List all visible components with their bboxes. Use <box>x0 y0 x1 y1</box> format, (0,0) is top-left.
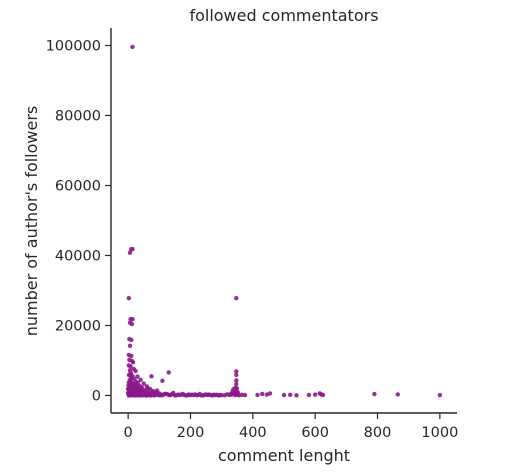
data-point <box>127 250 133 255</box>
x-axis-label: comment lenght <box>218 446 350 465</box>
data-point <box>395 392 400 397</box>
data-point <box>203 392 209 397</box>
data-point <box>313 392 318 397</box>
data-point <box>154 388 160 393</box>
x-tick-label: 1000 <box>421 425 458 441</box>
y-tick-label: 80000 <box>55 109 101 125</box>
data-point <box>138 377 143 382</box>
data-point <box>135 380 140 386</box>
data-point <box>130 44 135 50</box>
data-point <box>151 392 157 397</box>
data-point <box>126 373 132 378</box>
data-point <box>222 393 227 398</box>
data-point <box>130 317 135 322</box>
x-ticks: 0 200 400 600 800 1000 <box>124 413 458 441</box>
data-point <box>234 296 239 301</box>
data-point <box>189 392 195 397</box>
data-point <box>160 378 165 383</box>
data-point <box>294 393 299 398</box>
data-point <box>133 368 138 374</box>
y-tick-label: 40000 <box>55 249 101 265</box>
data-point <box>140 393 145 398</box>
chart-title: followed commentators <box>189 6 378 25</box>
data-point <box>126 296 131 301</box>
data-point <box>260 391 265 397</box>
data-point <box>320 392 326 398</box>
x-tick-label: 200 <box>177 425 205 441</box>
data-point <box>129 353 134 359</box>
data-point <box>133 387 138 392</box>
axes-layer <box>110 28 457 414</box>
y-tick-label: 60000 <box>55 179 101 195</box>
data-point <box>234 381 239 387</box>
y-tick-label: 20000 <box>55 319 101 335</box>
data-point <box>128 364 133 369</box>
data-point <box>127 377 132 383</box>
data-point <box>372 391 377 397</box>
data-point <box>149 374 154 379</box>
data-point <box>135 374 140 379</box>
data-point <box>281 392 287 398</box>
data-point <box>138 384 144 390</box>
data-point <box>145 386 150 391</box>
data-point <box>217 392 223 398</box>
data-point <box>306 392 312 398</box>
data-point <box>255 392 260 398</box>
data-point <box>129 337 134 343</box>
x-tick-label: 400 <box>239 425 267 441</box>
data-point <box>437 392 443 398</box>
data-point <box>141 389 147 394</box>
y-tick-label: 100000 <box>46 39 101 55</box>
data-point <box>234 386 240 391</box>
data-point <box>161 392 167 397</box>
data-point <box>288 392 293 397</box>
data-point <box>242 392 248 398</box>
x-tick-label: 800 <box>364 425 392 441</box>
data-point <box>129 321 135 327</box>
data-point <box>130 247 135 252</box>
x-tick-label: 600 <box>301 425 329 441</box>
data-point <box>126 383 131 388</box>
data-point <box>168 393 173 398</box>
y-axis-label: number of author's followers <box>22 106 41 337</box>
data-point <box>130 360 136 365</box>
data-point <box>197 391 202 397</box>
points-layer <box>125 44 443 398</box>
x-tick-label: 0 <box>124 425 133 441</box>
data-point <box>127 343 133 348</box>
data-point <box>267 391 273 396</box>
y-tick-label: 0 <box>92 389 101 405</box>
data-point <box>231 387 236 392</box>
data-point <box>234 378 239 383</box>
data-point <box>166 370 171 375</box>
data-point <box>171 390 176 396</box>
data-point <box>130 385 135 390</box>
data-point <box>211 392 217 397</box>
data-point <box>141 381 146 386</box>
data-point <box>234 369 239 374</box>
y-ticks: 0 20000 40000 60000 80000 100000 <box>46 39 111 405</box>
data-point <box>234 372 239 378</box>
data-point <box>183 393 188 398</box>
data-point <box>158 393 163 398</box>
